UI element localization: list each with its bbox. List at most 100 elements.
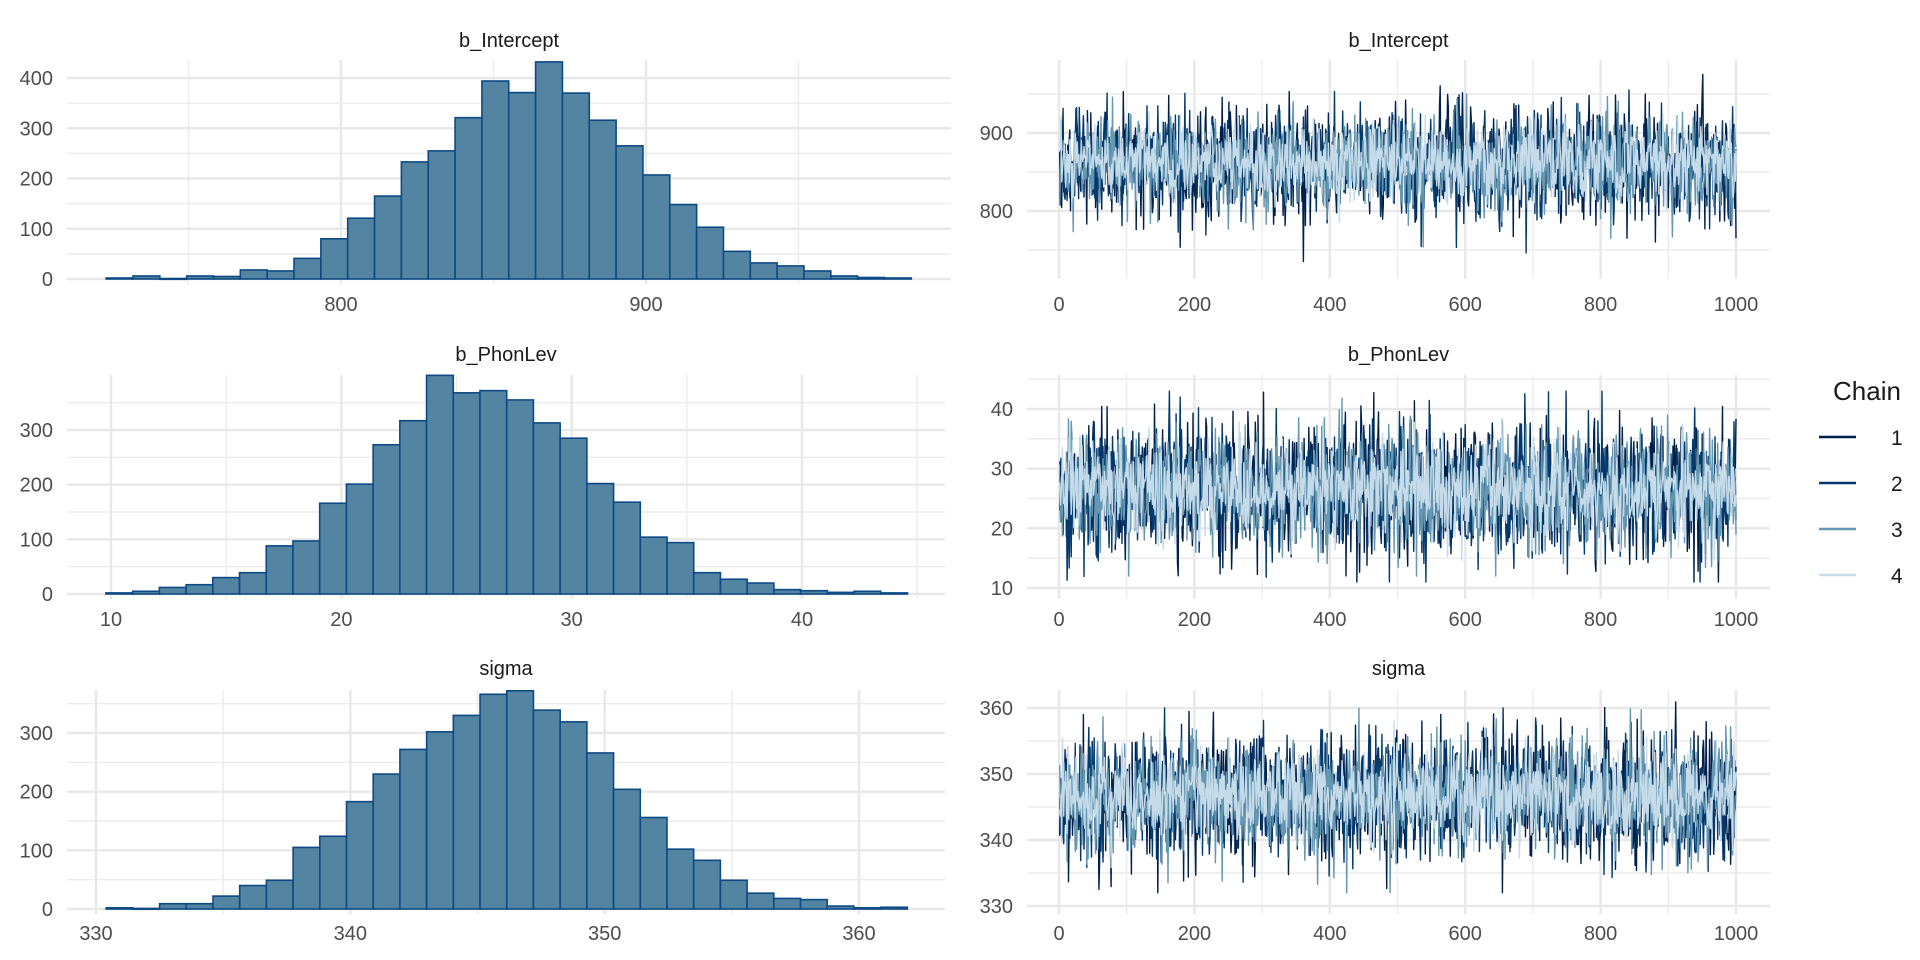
histogram-bar bbox=[692, 859, 722, 910]
histogram-bar bbox=[372, 773, 401, 910]
histogram-bar bbox=[853, 590, 882, 595]
histogram-bar bbox=[773, 588, 802, 595]
histogram-bar bbox=[561, 92, 591, 280]
legend-label-2: 2 bbox=[1891, 473, 1903, 496]
x-tick-label: 900 bbox=[629, 294, 662, 316]
histogram-panel-b-intercept: b_Intercept 0 100 200 300 400 800 900 bbox=[20, 30, 951, 316]
legend-label-1: 1 bbox=[1891, 427, 1903, 450]
histogram-bar bbox=[666, 541, 695, 595]
panel-title: sigma bbox=[1372, 658, 1426, 680]
histogram-bar bbox=[719, 578, 748, 595]
histogram-bar bbox=[212, 895, 241, 910]
y-tick-label: 0 bbox=[42, 899, 53, 921]
histogram-bar bbox=[719, 879, 748, 910]
legend-item-3[interactable]: 3 bbox=[1819, 519, 1903, 542]
histogram-panel-sigma: sigma 0 100 200 300 330 340 350 360 bbox=[20, 658, 945, 945]
y-tick-label: 300 bbox=[20, 118, 53, 140]
histogram-bar bbox=[853, 907, 882, 910]
histogram-bar bbox=[293, 257, 322, 280]
histogram-bar bbox=[399, 419, 428, 595]
histogram-bar bbox=[212, 576, 241, 595]
trace-line-chain-4 bbox=[1059, 417, 1737, 561]
histogram-bar bbox=[373, 195, 403, 280]
histogram-bar bbox=[799, 589, 829, 595]
trace-line-chain-3 bbox=[1059, 397, 1737, 577]
panel-title: b_PhonLev bbox=[455, 344, 556, 366]
legend-item-2[interactable]: 2 bbox=[1819, 473, 1903, 496]
x-tick-label: 350 bbox=[588, 923, 621, 945]
histogram-bar bbox=[372, 443, 401, 595]
y-tick-label: 330 bbox=[980, 896, 1013, 918]
x-tick-label: 200 bbox=[1178, 923, 1211, 945]
histogram-bar bbox=[642, 174, 671, 280]
x-tick-label: 20 bbox=[330, 609, 352, 631]
x-tick-label: 30 bbox=[561, 609, 583, 631]
histogram-bar bbox=[639, 816, 668, 910]
histogram-bar bbox=[505, 689, 535, 910]
histogram-bar bbox=[158, 586, 187, 595]
x-tick-label: 200 bbox=[1178, 294, 1211, 316]
histogram-bar bbox=[185, 275, 215, 280]
x-tick-label: 40 bbox=[791, 609, 813, 631]
legend-item-1[interactable]: 1 bbox=[1819, 427, 1903, 450]
legend-item-4[interactable]: 4 bbox=[1819, 565, 1903, 588]
x-tick-label: 1000 bbox=[1714, 923, 1759, 945]
x-tick-label: 800 bbox=[324, 294, 357, 316]
histogram-bar bbox=[481, 80, 510, 280]
x-tick-label: 360 bbox=[842, 923, 875, 945]
x-tick-label: 330 bbox=[79, 923, 112, 945]
histogram-bar bbox=[615, 145, 644, 280]
histogram-bar bbox=[105, 592, 134, 595]
x-tick-label: 0 bbox=[1053, 923, 1064, 945]
histogram-bar bbox=[879, 906, 909, 910]
x-tick-label: 600 bbox=[1449, 294, 1482, 316]
histogram-bar bbox=[532, 709, 561, 910]
legend: Chain 1 2 3 4 bbox=[1819, 376, 1903, 588]
y-tick-label: 100 bbox=[20, 529, 53, 551]
x-tick-label: 400 bbox=[1313, 294, 1346, 316]
legend-title: Chain bbox=[1833, 376, 1901, 406]
histogram-bar bbox=[131, 590, 161, 595]
y-tick-label: 900 bbox=[980, 123, 1013, 145]
histogram-panel-b-phonlev: b_PhonLev 0 100 200 300 10 20 30 40 bbox=[20, 344, 945, 631]
x-tick-label: 400 bbox=[1313, 923, 1346, 945]
histogram-bar bbox=[799, 898, 829, 910]
histogram-bar bbox=[586, 752, 615, 910]
y-tick-label: 350 bbox=[980, 764, 1013, 786]
trace-panel-sigma: sigma 330 340 350 360 0 200 400 600 800 1000 bbox=[980, 658, 1770, 945]
histogram-bar bbox=[158, 902, 188, 910]
histogram-bar bbox=[479, 389, 508, 595]
histogram-bar bbox=[586, 482, 615, 595]
histogram-bar bbox=[883, 277, 913, 280]
y-tick-label: 300 bbox=[20, 723, 53, 745]
histogram-bar bbox=[266, 270, 295, 280]
histogram-bar bbox=[454, 116, 483, 280]
histogram-bar bbox=[830, 275, 859, 280]
x-tick-label: 600 bbox=[1449, 923, 1482, 945]
x-tick-label: 800 bbox=[1584, 609, 1617, 631]
histogram-bars bbox=[105, 61, 913, 281]
histogram-bar bbox=[668, 203, 698, 280]
y-tick-label: 340 bbox=[980, 830, 1013, 852]
histogram-bar bbox=[105, 277, 134, 280]
legend-label-3: 3 bbox=[1891, 519, 1903, 542]
histogram-bar bbox=[212, 275, 242, 280]
x-tick-label: 1000 bbox=[1714, 294, 1759, 316]
x-tick-label: 800 bbox=[1584, 294, 1617, 316]
histogram-bar bbox=[559, 437, 588, 595]
y-tick-label: 360 bbox=[980, 698, 1013, 720]
histogram-bar bbox=[452, 714, 481, 910]
x-tick-label: 800 bbox=[1584, 923, 1617, 945]
histogram-bar bbox=[292, 846, 321, 910]
y-tick-label: 10 bbox=[991, 578, 1013, 600]
histogram-bar bbox=[826, 591, 855, 595]
trace-lines bbox=[1059, 390, 1737, 583]
y-tick-label: 30 bbox=[991, 459, 1013, 481]
trace-line-chain-4 bbox=[1059, 720, 1737, 869]
histogram-bars bbox=[105, 689, 909, 911]
histogram-bar bbox=[879, 592, 909, 595]
histogram-bar bbox=[612, 501, 642, 595]
x-tick-label: 600 bbox=[1449, 609, 1482, 631]
